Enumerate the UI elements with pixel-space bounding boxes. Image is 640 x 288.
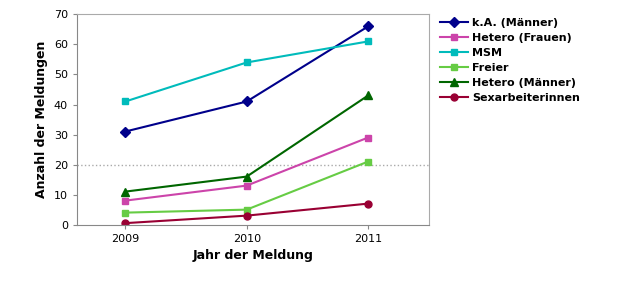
X-axis label: Jahr der Meldung: Jahr der Meldung [193, 249, 313, 262]
Hetero (Männer) [243, 175, 251, 178]
Hetero (Männer) [364, 94, 372, 97]
Line: Sexarbeiterinnen: Sexarbeiterinnen [122, 200, 372, 227]
Hetero (Frauen) [364, 136, 372, 139]
Freier [364, 160, 372, 163]
Legend: k.A. (Männer), Hetero (Frauen), MSM, Freier, Hetero (Männer), Sexarbeiterinnen: k.A. (Männer), Hetero (Frauen), MSM, Fre… [438, 16, 582, 105]
Freier [122, 211, 129, 214]
MSM [364, 40, 372, 43]
Sexarbeiterinnen [243, 214, 251, 217]
MSM [243, 61, 251, 64]
k.A. (Männer) [243, 100, 251, 103]
Sexarbeiterinnen [364, 202, 372, 205]
Hetero (Männer) [122, 190, 129, 193]
Hetero (Frauen) [122, 199, 129, 202]
Hetero (Frauen) [243, 184, 251, 187]
k.A. (Männer) [364, 25, 372, 28]
Line: Hetero (Männer): Hetero (Männer) [121, 91, 372, 196]
Freier [243, 208, 251, 211]
MSM [122, 100, 129, 103]
Y-axis label: Anzahl der Meldungen: Anzahl der Meldungen [35, 41, 48, 198]
Line: MSM: MSM [122, 38, 372, 105]
Line: Hetero (Frauen): Hetero (Frauen) [122, 134, 372, 204]
Line: k.A. (Männer): k.A. (Männer) [122, 23, 372, 135]
k.A. (Männer) [122, 130, 129, 133]
Sexarbeiterinnen [122, 221, 129, 225]
Line: Freier: Freier [122, 158, 372, 216]
